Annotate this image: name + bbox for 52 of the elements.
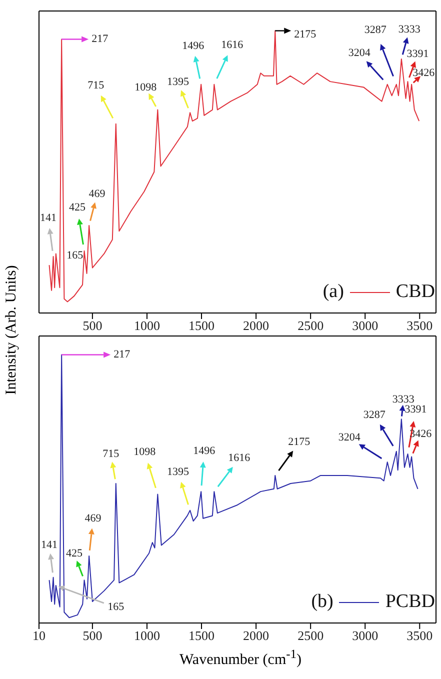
x-tick-label: 1000: [134, 318, 160, 334]
x-axis-title: Wavenumber (cm$^{-1}$): [178, 647, 303, 669]
x-tick-label: 3000: [352, 318, 378, 334]
annotation: 165: [108, 600, 125, 613]
annotation: 715: [102, 448, 120, 460]
annotation: 217: [92, 32, 109, 45]
annotation: 3391: [404, 404, 427, 416]
x-tick-label: 2000: [243, 318, 270, 334]
annotation: 1098: [134, 81, 158, 94]
annotation: 165: [66, 249, 84, 262]
annotation: 1616: [228, 452, 251, 464]
annotation: 3204: [348, 46, 371, 59]
x-tick-label: 3000: [352, 628, 378, 644]
annotation: 1098: [134, 446, 156, 458]
annotation: 141: [40, 212, 57, 224]
annotation: 1496: [193, 445, 216, 458]
x-tick-label: 1000: [134, 628, 160, 644]
annotation: 217: [114, 348, 131, 360]
annotation: (b): [311, 591, 334, 613]
annotation: 425: [66, 548, 84, 560]
annotation: 715: [88, 79, 105, 92]
annotation: 1496: [182, 40, 205, 52]
annotation: 469: [88, 188, 106, 200]
annotation: (a): [322, 281, 344, 303]
annotation: 1395: [167, 466, 190, 478]
annotation: 1395: [167, 76, 190, 88]
x-tick-label: 2500: [298, 318, 324, 334]
annotation: 425: [69, 201, 86, 214]
x-tick-label: 2500: [298, 628, 324, 644]
x-tick-label: 10: [32, 628, 46, 644]
annotation: 2175: [294, 28, 317, 40]
annotation: 3391: [406, 48, 429, 60]
y-axis-title: Intensity (Arb. Units): [4, 265, 20, 395]
annotation: 3204: [338, 432, 361, 444]
legend-label: CBD: [396, 281, 435, 303]
legend-label: PCBD: [385, 591, 435, 613]
x-tick-label: 3500: [406, 318, 433, 334]
annotation: 3426: [412, 66, 436, 79]
annotation: 3333: [398, 24, 421, 36]
x-tick-label: 500: [82, 628, 102, 644]
annotation: 2175: [288, 436, 311, 448]
annotation: 3333: [392, 394, 415, 406]
annotation: 3287: [364, 24, 387, 36]
x-tick-label: 1500: [188, 628, 215, 644]
x-tick-label: 2000: [243, 628, 270, 644]
x-tick-label: 1500: [188, 318, 215, 334]
annotation: 141: [41, 538, 58, 551]
annotation: 469: [84, 512, 102, 524]
x-tick-label: 3500: [406, 628, 433, 644]
annotation: 3287: [363, 408, 386, 421]
annotation: 1616: [221, 38, 244, 51]
x-tick-label: 500: [82, 318, 102, 334]
